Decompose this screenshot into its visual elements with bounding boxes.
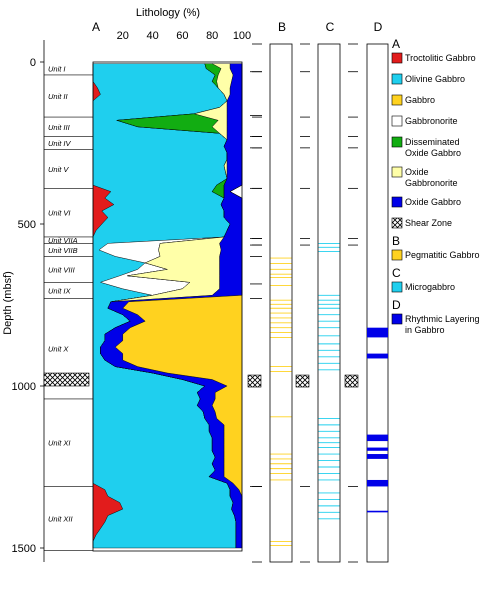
legend-swatch [391, 313, 403, 325]
legend-swatch [391, 52, 403, 64]
y-tick-label: 0 [30, 57, 36, 69]
x-tick-label: 20 [117, 30, 129, 42]
x-tick-label: 100 [233, 30, 251, 42]
y-tick-label: 1000 [12, 381, 36, 393]
y-tick-label: 500 [18, 219, 36, 231]
legend-label-line2: in Gabbro [405, 325, 445, 335]
legend: A Troctolitic Gabbro Olivine Gabbro Gabbro G… [391, 37, 480, 335]
legend-swatch [391, 217, 403, 229]
rhythmic-layering-band [367, 454, 388, 459]
legend-group-d: D [392, 298, 401, 312]
y-tick-label: 1500 [12, 543, 36, 555]
unit-label: Unit III [48, 123, 70, 132]
legend-label: Oxide [405, 167, 429, 177]
legend-swatch [391, 136, 403, 148]
unit-column: Unit I Unit II Unit III Unit IV Unit V Unit V… [44, 64, 93, 551]
unit-label: Unit IV [48, 139, 72, 148]
panel-letter-a: A [92, 20, 100, 34]
legend-label: Pegmatitic Gabbro [405, 250, 480, 260]
legend-group-b: B [392, 234, 400, 248]
shear-zone-hatch-box [344, 374, 359, 388]
lithology-area-plot [92, 63, 243, 549]
legend-swatch [391, 196, 403, 208]
legend-label: Oxide Gabbro [405, 197, 461, 207]
legend-label: Microgabbro [405, 282, 455, 292]
shear-zone-hatch-box [295, 374, 310, 388]
unit-label: Unit VI [48, 209, 71, 218]
legend-label: Disseminated [405, 137, 460, 147]
column-d [348, 43, 389, 563]
rhythmic-layering-band [367, 327, 388, 338]
unit-label: Unit VIIA [48, 236, 78, 245]
y-axis-label: Depth (mbsf) [2, 271, 14, 335]
unit-label: Unit X [48, 345, 69, 354]
unit-label: Unit IX [48, 286, 72, 295]
rhythmic-layering-band [367, 479, 388, 487]
legend-swatch [391, 94, 403, 106]
unit-label: Unit VIIB [48, 246, 78, 255]
legend-label: Shear Zone [405, 218, 452, 228]
legend-swatch [391, 73, 403, 85]
legend-label: Gabbro [405, 95, 435, 105]
legend-swatch [391, 249, 403, 261]
legend-label-line2: Oxide Gabbro [405, 148, 461, 158]
panel-letter-d: D [374, 20, 383, 34]
legend-group-c: C [392, 266, 401, 280]
panel-letters: A B C D [92, 20, 383, 34]
legend-label: Rhythmic Layering [405, 314, 480, 324]
legend-swatch [391, 115, 403, 127]
legend-label-line2: Gabbronorite [405, 178, 458, 188]
x-tick-label: 80 [206, 30, 218, 42]
column-c [300, 43, 341, 563]
rhythmic-layering-band [367, 434, 388, 442]
unit-label: Unit V [48, 165, 69, 174]
x-tick-label: 60 [176, 30, 188, 42]
unit-label: Unit I [48, 64, 66, 73]
legend-swatch [391, 166, 403, 178]
shear-zone-hatches [43, 372, 359, 388]
legend-label: Gabbronorite [405, 116, 458, 126]
column-frame [269, 43, 293, 563]
unit-label: Unit VIII [48, 265, 75, 274]
unit-label: Unit II [48, 92, 68, 101]
rhythmic-layering-band [367, 447, 388, 451]
shear-zone-hatch-box [247, 374, 262, 388]
column-b [250, 43, 293, 563]
column-frame [366, 43, 389, 563]
legend-label: Olivine Gabbro [405, 74, 465, 84]
shear-zone-hatch-units [43, 372, 90, 387]
y-axis-ticks: 0 500 1000 1500 [12, 40, 45, 562]
legend-label: Troctolitic Gabbro [405, 53, 476, 63]
x-tick-label: 40 [146, 30, 158, 42]
panel-letter-b: B [278, 20, 286, 34]
x-axis-ticks: 20 40 60 80 100 [117, 30, 252, 42]
rhythmic-layering-band [367, 353, 388, 359]
unit-label: Unit XI [48, 439, 71, 448]
panel-letter-c: C [326, 20, 335, 34]
rhythmic-layering-band [367, 510, 388, 513]
chart-title: Lithology (%) [136, 7, 200, 19]
legend-swatch [391, 281, 403, 293]
unit-label: Unit XII [48, 515, 73, 524]
plot-a-frame [92, 61, 243, 552]
legend-group-a: A [392, 37, 400, 51]
column-frame [317, 43, 341, 563]
